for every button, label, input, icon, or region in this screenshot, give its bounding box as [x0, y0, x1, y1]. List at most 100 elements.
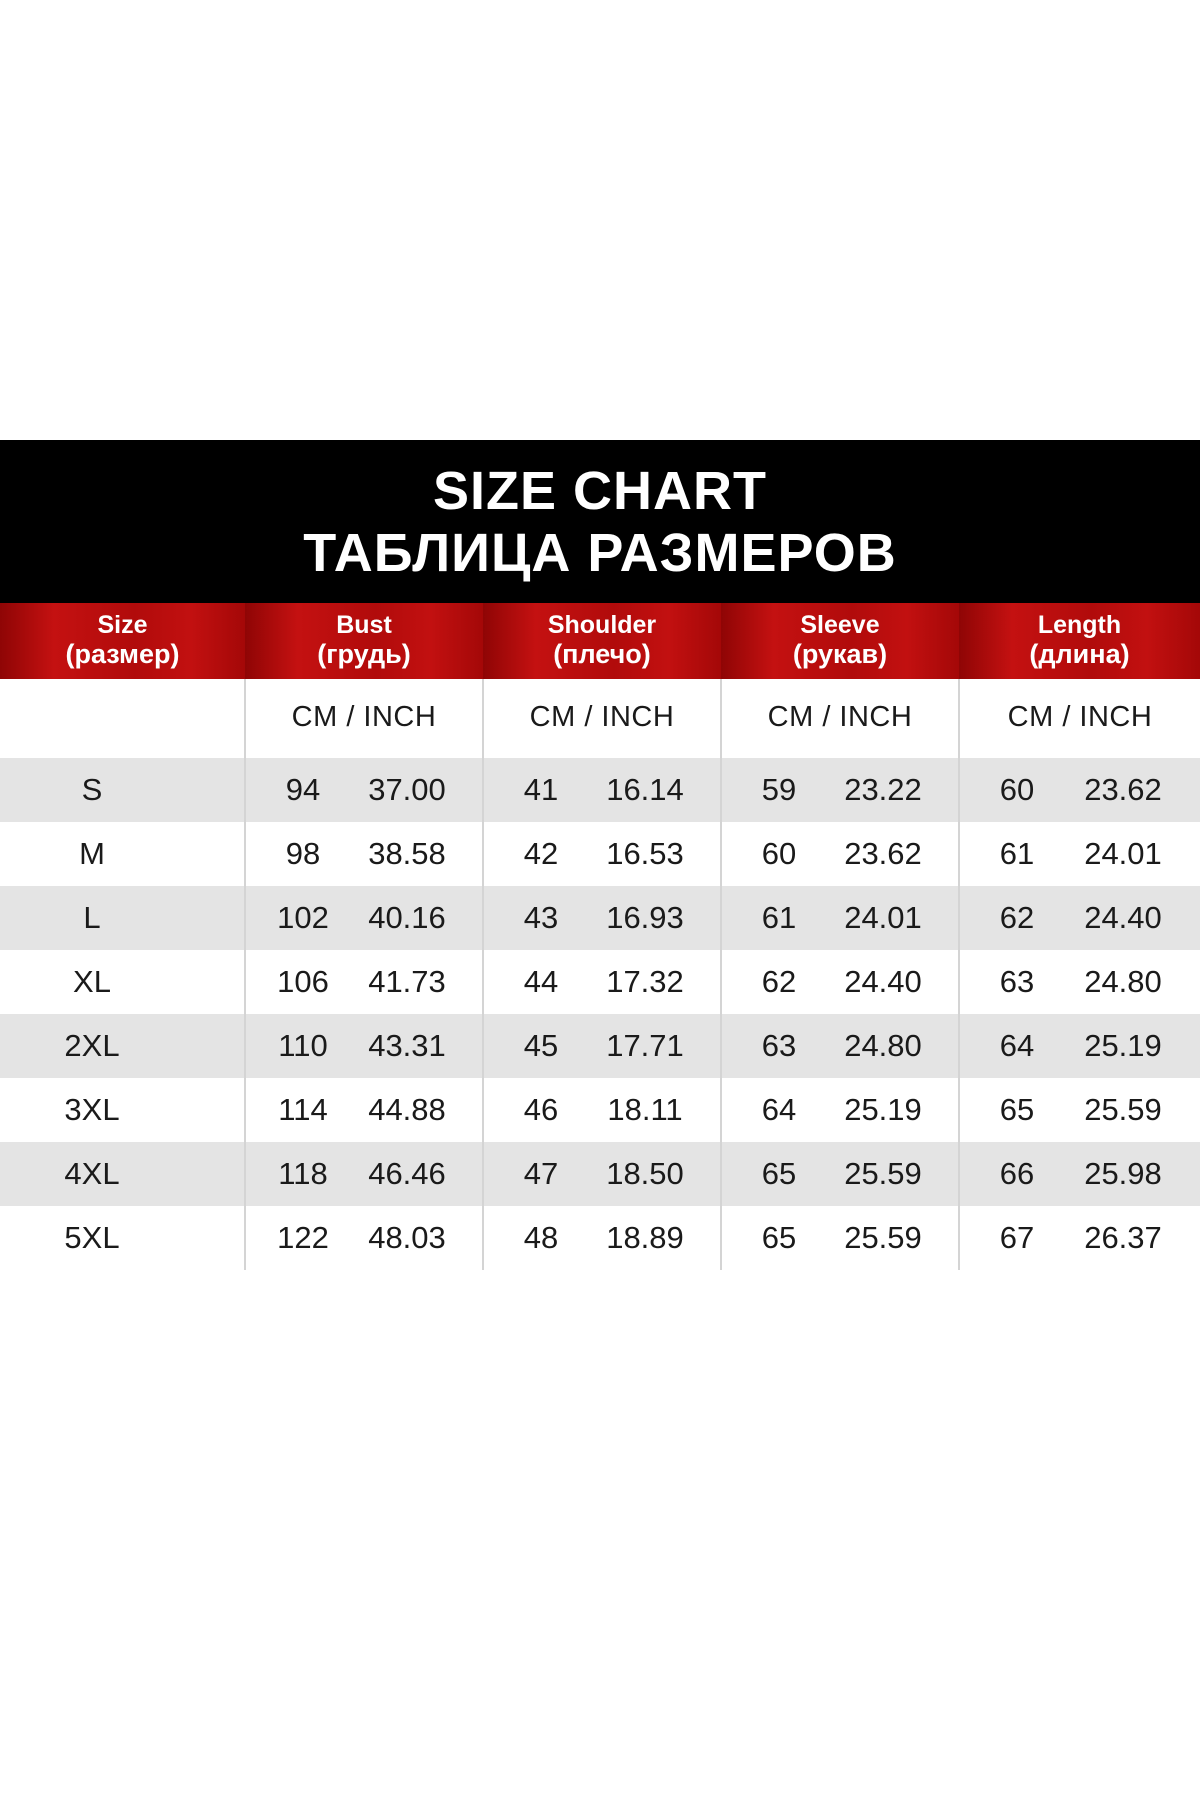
length-inch-value: 24.01 — [1084, 835, 1162, 871]
bust-cm-value: 110 — [278, 1027, 328, 1063]
cell-size: M — [0, 821, 245, 886]
shoulder-inch-value: 16.93 — [606, 899, 684, 935]
sleeve-cm-value: 64 — [761, 1091, 797, 1127]
length-cm-value: 67 — [999, 1219, 1035, 1255]
column-header-length-en: Length — [1037, 610, 1122, 639]
shoulder-cm-value: 48 — [523, 1219, 559, 1255]
unit-header-shoulder: CM / INCH — [482, 678, 721, 758]
measure-pair-length: 62 24.40 — [960, 886, 1200, 950]
measure-pair-bust: 110 43.31 — [246, 1014, 482, 1078]
sleeve-inch-value: 25.59 — [844, 1219, 922, 1255]
table-body: S 94 37.00 41 16.14 59 23.22 60 23.62 M 98 38.58 42 1… — [0, 757, 1200, 1270]
sleeve-cm-value: 61 — [761, 899, 797, 935]
bust-inch-value: 40.16 — [368, 899, 446, 935]
cell-size: 5XL — [0, 1205, 245, 1270]
column-header-sleeve-en: Sleeve — [800, 610, 880, 639]
size-label: M — [79, 835, 105, 871]
cell-length: 66 25.98 — [958, 1141, 1200, 1206]
measure-pair-length: 65 25.59 — [960, 1078, 1200, 1142]
size-label: 3XL — [64, 1091, 120, 1127]
measure-pair-bust: 114 44.88 — [246, 1078, 482, 1142]
length-cm-value: 65 — [999, 1091, 1035, 1127]
sleeve-cm-value: 65 — [761, 1219, 797, 1255]
length-cm-value: 66 — [999, 1155, 1035, 1191]
measure-pair-shoulder: 46 18.11 — [484, 1078, 720, 1142]
cell-bust: 102 40.16 — [244, 885, 483, 950]
cell-length: 67 26.37 — [958, 1205, 1200, 1270]
column-header-shoulder-en: Shoulder — [547, 610, 657, 639]
column-header-bust-en: Bust — [336, 610, 392, 639]
measure-pair-length: 66 25.98 — [960, 1142, 1200, 1206]
measure-pair-sleeve: 63 24.80 — [722, 1014, 958, 1078]
measure-pair-sleeve: 65 25.59 — [722, 1142, 958, 1206]
cell-sleeve: 64 25.19 — [720, 1077, 959, 1142]
measure-pair-length: 60 23.62 — [960, 758, 1200, 822]
shoulder-inch-value: 17.71 — [606, 1027, 684, 1063]
cell-size: XL — [0, 949, 245, 1014]
bust-cm-value: 118 — [278, 1155, 328, 1191]
measure-pair-shoulder: 48 18.89 — [484, 1206, 720, 1270]
sleeve-inch-value: 24.40 — [844, 963, 922, 999]
measure-pair-bust: 122 48.03 — [246, 1206, 482, 1270]
measure-pair-shoulder: 47 18.50 — [484, 1142, 720, 1206]
bust-inch-value: 46.46 — [368, 1155, 446, 1191]
shoulder-cm-value: 44 — [523, 963, 559, 999]
chart-title-block: SIZE CHART ТАБЛИЦА РАЗМЕРОВ — [0, 440, 1200, 603]
table-row: 2XL 110 43.31 45 17.71 63 24.80 64 25.19 — [0, 1013, 1200, 1078]
cell-sleeve: 65 25.59 — [720, 1205, 959, 1270]
sleeve-inch-value: 25.59 — [844, 1155, 922, 1191]
measure-pair-sleeve: 60 23.62 — [722, 822, 958, 886]
length-inch-value: 25.98 — [1084, 1155, 1162, 1191]
measure-pair-sleeve: 65 25.59 — [722, 1206, 958, 1270]
bust-inch-value: 37.00 — [368, 771, 446, 807]
size-label: 5XL — [64, 1219, 120, 1255]
measure-pair-shoulder: 42 16.53 — [484, 822, 720, 886]
column-header-bust: Bust (грудь) — [245, 602, 483, 679]
shoulder-inch-value: 18.11 — [607, 1091, 683, 1127]
bust-inch-value: 43.31 — [368, 1027, 446, 1063]
table-row: L 102 40.16 43 16.93 61 24.01 62 24.40 — [0, 885, 1200, 950]
column-header-shoulder: Shoulder (плечо) — [483, 602, 721, 679]
column-header-bust-ru: (грудь) — [317, 638, 411, 669]
measure-pair-bust: 98 38.58 — [246, 822, 482, 886]
column-header-sleeve-ru: (рукав) — [792, 638, 888, 669]
cell-shoulder: 41 16.14 — [482, 757, 721, 822]
cell-bust: 122 48.03 — [244, 1205, 483, 1270]
cell-shoulder: 48 18.89 — [482, 1205, 721, 1270]
column-header-shoulder-ru: (плечо) — [553, 638, 651, 669]
table-head: Size (размер) Bust (грудь) Shoulder (пле… — [0, 602, 1200, 758]
measure-pair-sleeve: 64 25.19 — [722, 1078, 958, 1142]
measure-pair-sleeve: 62 24.40 — [722, 950, 958, 1014]
shoulder-cm-value: 42 — [523, 835, 559, 871]
length-inch-value: 24.80 — [1084, 963, 1162, 999]
cell-bust: 114 44.88 — [244, 1077, 483, 1142]
length-cm-value: 61 — [999, 835, 1035, 871]
column-header-size: Size (размер) — [0, 602, 245, 679]
size-label: S — [81, 771, 103, 807]
cell-sleeve: 63 24.80 — [720, 1013, 959, 1078]
measure-pair-bust: 106 41.73 — [246, 950, 482, 1014]
size-label: XL — [73, 963, 111, 999]
cell-shoulder: 43 16.93 — [482, 885, 721, 950]
column-header-sleeve: Sleeve (рукав) — [721, 602, 959, 679]
length-cm-value: 64 — [999, 1027, 1035, 1063]
cell-length: 61 24.01 — [958, 821, 1200, 886]
measure-pair-sleeve: 61 24.01 — [722, 886, 958, 950]
measure-pair-length: 63 24.80 — [960, 950, 1200, 1014]
bust-cm-value: 98 — [285, 835, 321, 871]
column-header-length-ru: (длина) — [1029, 638, 1130, 669]
size-chart-table: Size (размер) Bust (грудь) Shoulder (пле… — [0, 602, 1200, 1270]
column-header-row: Size (размер) Bust (грудь) Shoulder (пле… — [0, 602, 1200, 679]
unit-header-size — [0, 678, 245, 758]
shoulder-inch-value: 18.89 — [606, 1219, 684, 1255]
shoulder-cm-value: 46 — [523, 1091, 559, 1127]
shoulder-cm-value: 47 — [523, 1155, 559, 1191]
measure-pair-shoulder: 44 17.32 — [484, 950, 720, 1014]
bust-inch-value: 38.58 — [368, 835, 446, 871]
cell-size: 3XL — [0, 1077, 245, 1142]
cell-length: 60 23.62 — [958, 757, 1200, 822]
sleeve-cm-value: 63 — [761, 1027, 797, 1063]
size-chart: SIZE CHART ТАБЛИЦА РАЗМЕРОВ Size (размер… — [0, 440, 1200, 1270]
sleeve-cm-value: 65 — [761, 1155, 797, 1191]
